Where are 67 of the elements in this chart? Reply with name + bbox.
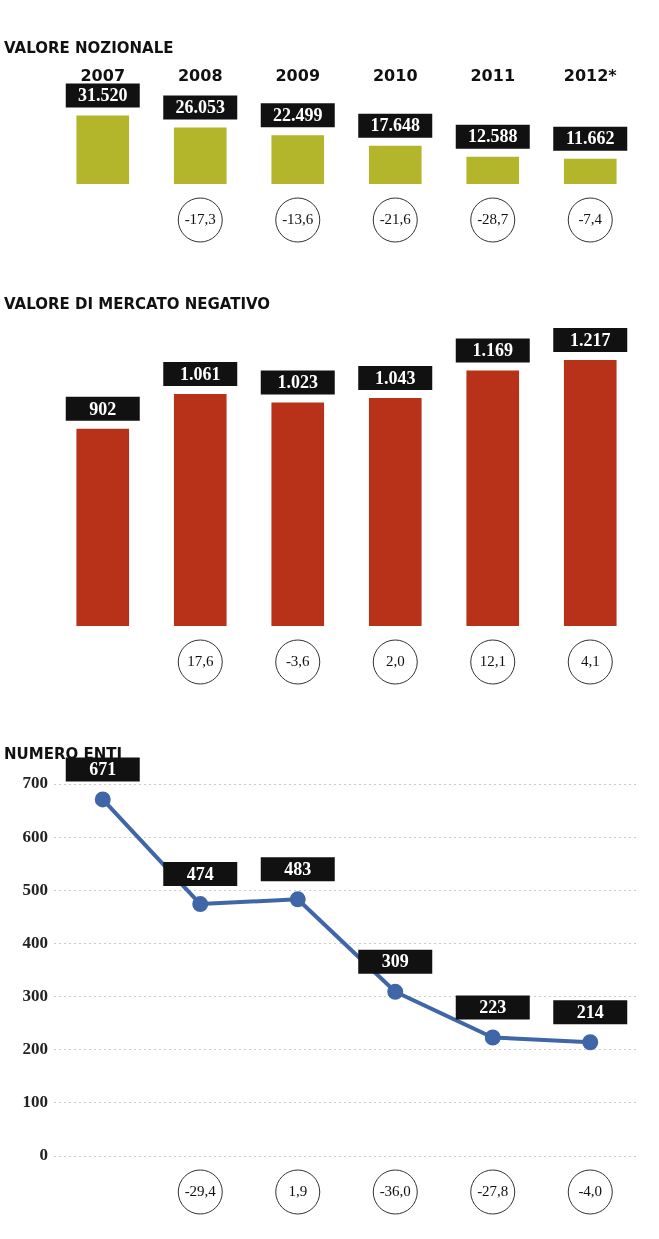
y-tick-label: 400 — [22, 932, 48, 952]
bar — [368, 398, 422, 626]
point — [484, 1029, 501, 1046]
text: -17,3 — [184, 210, 216, 227]
point — [582, 1034, 599, 1051]
y-tick-label: 0 — [39, 1145, 48, 1165]
x-tick-label: 2009 — [275, 65, 321, 85]
text: -29,4 — [184, 1182, 217, 1199]
data-label: 671 — [89, 759, 117, 780]
bar — [76, 115, 130, 184]
text: 2,0 — [385, 652, 405, 669]
chart-title: VALORE DI MERCATO NEGATIVO — [4, 294, 271, 313]
data-label: 31.520 — [78, 85, 128, 106]
chart-title: VALORE NOZIONALE — [4, 38, 174, 57]
data-label: 1.169 — [472, 340, 513, 361]
point — [94, 791, 111, 808]
data-label: 1.043 — [375, 367, 416, 388]
x-tick-label: 2012* — [563, 65, 618, 85]
bar — [173, 394, 227, 626]
text: -3,6 — [285, 652, 311, 669]
x-tick-label: 2010 — [372, 65, 418, 85]
text: 1,9 — [288, 1182, 308, 1199]
text: -7,4 — [578, 210, 603, 227]
x-tick-label: 2011 — [470, 65, 516, 85]
point — [192, 896, 209, 913]
y-tick-label: 700 — [22, 773, 48, 793]
point — [387, 983, 404, 1000]
text: -13,6 — [282, 210, 314, 227]
data-label: 223 — [479, 997, 507, 1018]
bar — [563, 158, 617, 184]
text: -4,0 — [578, 1182, 603, 1199]
y-tick-label: 300 — [22, 985, 48, 1005]
data-label: 26.053 — [175, 97, 225, 118]
bar — [271, 402, 325, 626]
text: 4,1 — [580, 652, 600, 669]
bar — [76, 428, 130, 626]
bar — [173, 127, 227, 184]
data-label: 1.217 — [570, 329, 611, 350]
bar — [466, 370, 520, 626]
text: -28,7 — [477, 210, 509, 227]
x-tick-label: 2007 — [80, 65, 126, 85]
y-tick-label: 200 — [22, 1039, 48, 1059]
bar — [563, 360, 617, 626]
data-label: 902 — [89, 398, 117, 419]
y-tick-label: 500 — [22, 879, 48, 899]
data-label: 214 — [576, 1001, 604, 1022]
bar — [368, 145, 422, 184]
data-label: 11.662 — [565, 128, 615, 149]
data-label: 17.648 — [370, 115, 420, 136]
y-tick-label: 600 — [22, 826, 48, 846]
text: -27,8 — [477, 1182, 509, 1199]
text: -21,6 — [379, 210, 412, 227]
text: 17,6 — [187, 652, 214, 669]
data-label: 474 — [186, 863, 214, 884]
y-tick-label: 100 — [22, 1092, 48, 1112]
bar — [466, 156, 520, 184]
data-label: 483 — [284, 858, 312, 879]
data-label: 12.588 — [468, 126, 518, 147]
bar — [271, 135, 325, 184]
x-tick-label: 2008 — [177, 65, 223, 85]
data-label: 22.499 — [273, 104, 323, 125]
data-label: 1.023 — [277, 372, 318, 393]
text: 12,1 — [479, 652, 506, 669]
text: -36,0 — [379, 1182, 411, 1199]
data-label: 309 — [381, 951, 409, 972]
data-label: 1.061 — [180, 363, 221, 384]
point — [289, 891, 306, 908]
